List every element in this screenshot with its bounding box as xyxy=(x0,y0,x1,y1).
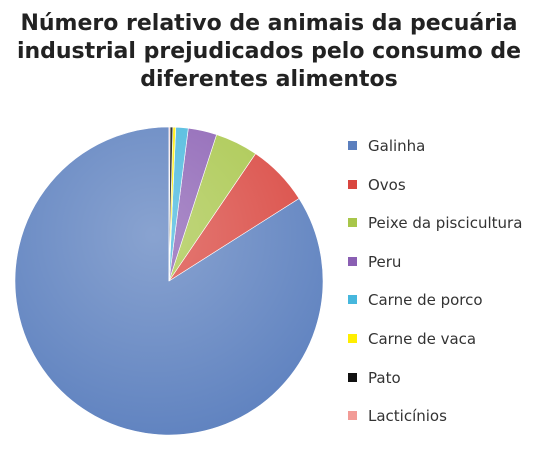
legend-swatch xyxy=(348,334,357,343)
legend-label: Peru xyxy=(368,252,402,271)
legend-swatch xyxy=(348,295,357,305)
legend-label: Carne de vaca xyxy=(368,330,477,348)
legend-swatch xyxy=(348,141,357,150)
legend-label: Ovos xyxy=(368,175,406,194)
legend-swatch xyxy=(348,179,357,189)
chart-title-line-1: Número relativo de animais da pecuária xyxy=(20,11,518,36)
legend-label: Pato xyxy=(368,368,401,387)
legend-label: Carne de porco xyxy=(368,291,483,310)
legend-swatch xyxy=(348,411,357,421)
legend-swatch xyxy=(348,256,357,266)
chart-title-line-2: industrial prejudicados pelo consumo de xyxy=(16,39,522,64)
legend-label: Lacticínios xyxy=(368,407,447,426)
chart-title-line-3: diferentes alimentos xyxy=(140,67,398,92)
legend-label: Galinha xyxy=(368,137,426,155)
legend-label: Peixe da piscicultura xyxy=(368,214,523,233)
legend-swatch xyxy=(348,218,357,228)
legend-swatch xyxy=(348,372,357,382)
chart-title: Número relativo de animais da pecuária i… xyxy=(0,10,538,94)
